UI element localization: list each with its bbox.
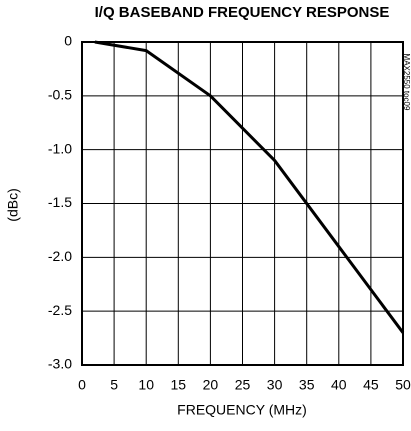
x-tick-label: 0 [78, 377, 86, 393]
x-tick-label: 35 [299, 377, 315, 393]
y-tick-label: -1.0 [48, 140, 72, 156]
y-tick-label: -1.5 [48, 194, 72, 210]
x-tick-label: 20 [203, 377, 219, 393]
x-tick-label: 40 [331, 377, 347, 393]
y-tick-label: 0 [64, 33, 72, 49]
y-axis-label: (dBc) [5, 188, 21, 221]
x-tick-label: 25 [235, 377, 251, 393]
x-axis-label: FREQUENCY (MHz) [177, 402, 307, 418]
y-tick-label: -2.5 [48, 302, 72, 318]
x-tick-label: 5 [110, 377, 118, 393]
y-tick-label: -0.5 [48, 87, 72, 103]
y-tick-label: -2.0 [48, 248, 72, 264]
x-tick-label: 50 [395, 377, 411, 393]
y-tick-label: -3.0 [48, 356, 72, 372]
x-tick-label: 10 [138, 377, 154, 393]
x-tick-label: 15 [171, 377, 187, 393]
chart-title: I/Q BASEBAND FREQUENCY RESPONSE [95, 4, 390, 21]
data-line [94, 40, 405, 334]
x-tick-label: 30 [267, 377, 283, 393]
x-tick-label: 45 [363, 377, 379, 393]
plot-border [81, 41, 404, 366]
annotation: MAX2550 toc09 [402, 54, 411, 111]
